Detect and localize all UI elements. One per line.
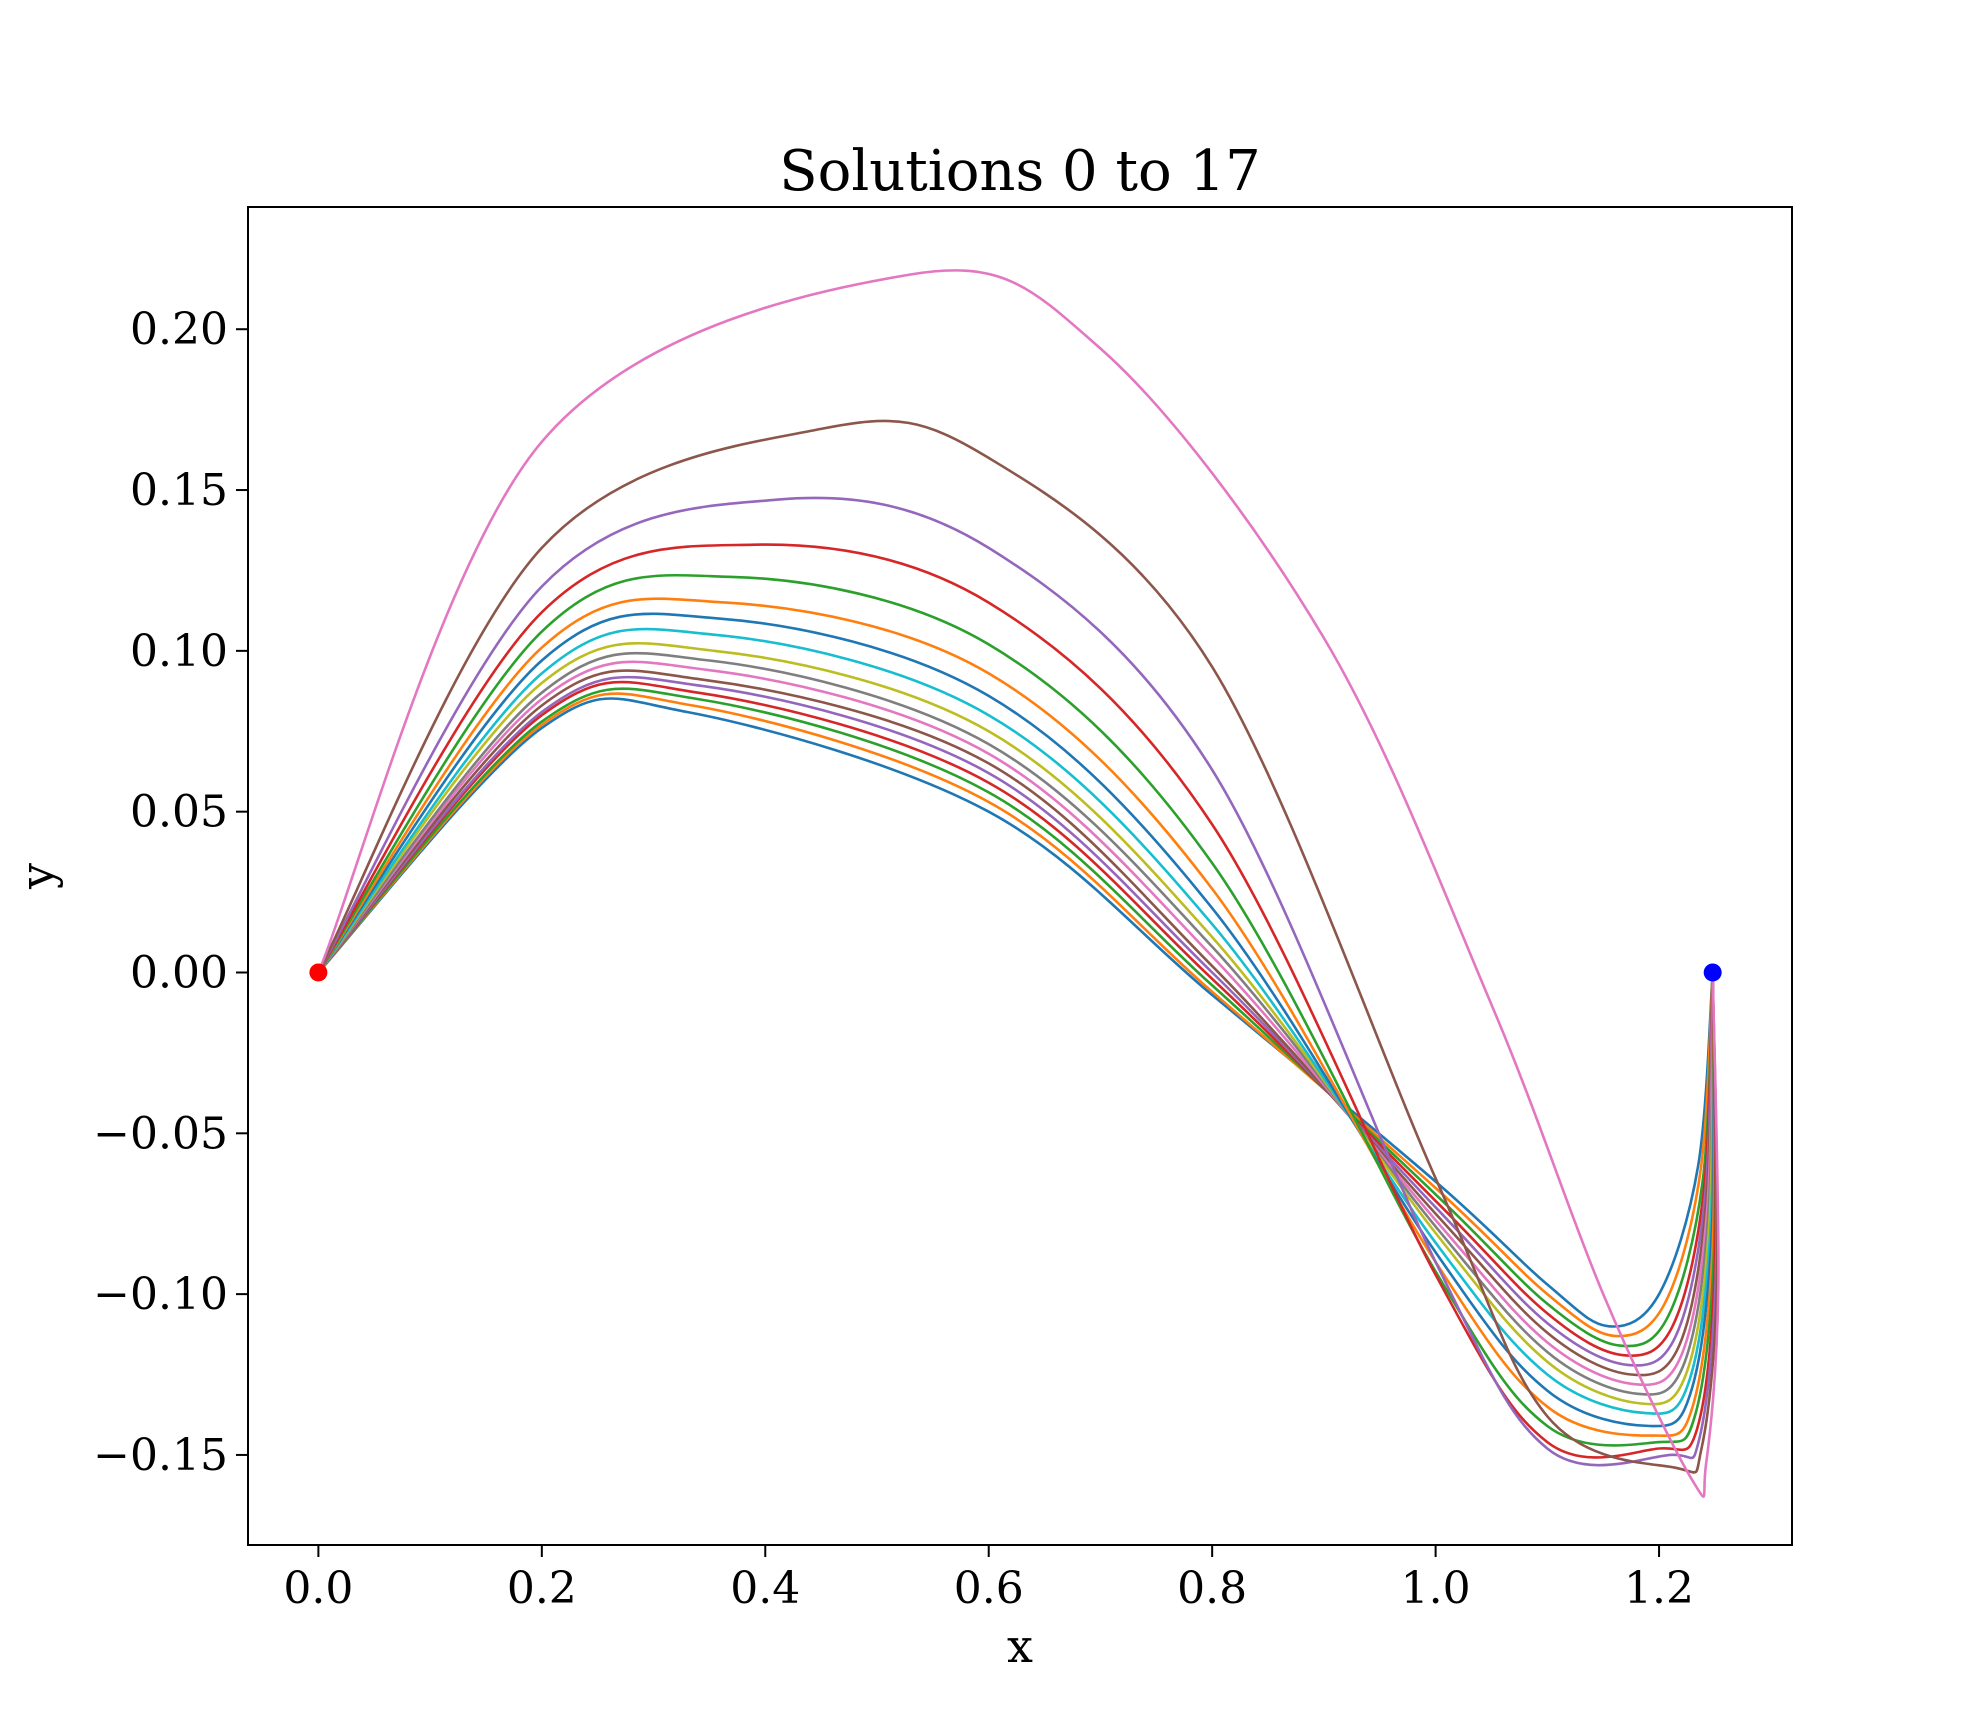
y-tick-label: 0.15 <box>130 465 228 516</box>
solution-curve-5 <box>317 669 1714 1377</box>
solution-curve-1 <box>317 692 1714 1338</box>
chart-title: Solutions 0 to 17 <box>779 139 1261 204</box>
x-tick-label: 0.4 <box>730 1563 800 1614</box>
y-tick-label: −0.15 <box>93 1430 228 1481</box>
solution-curve-6 <box>317 660 1714 1387</box>
solution-curve-2 <box>317 687 1714 1348</box>
y-tick-label: −0.10 <box>93 1269 228 1320</box>
y-tick-label: −0.05 <box>93 1108 228 1159</box>
solution-curve-7 <box>317 651 1714 1396</box>
solution-curve-12 <box>317 573 1717 1447</box>
y-tick-label: 0.10 <box>130 626 228 677</box>
x-axis-label: x <box>1007 1619 1033 1673</box>
end-point-marker <box>1703 963 1722 982</box>
x-tick-label: 0.8 <box>1177 1563 1247 1614</box>
plot-curves <box>317 269 1720 1498</box>
x-tick-label: 1.2 <box>1624 1563 1694 1614</box>
solution-curve-16 <box>317 269 1720 1498</box>
x-axis: 0.0 0.2 0.4 0.6 0.8 1.0 1.2 <box>283 1545 1694 1614</box>
x-tick-label: 0.0 <box>283 1563 353 1614</box>
y-tick-label: 0.00 <box>130 947 228 998</box>
solution-curve-15 <box>317 419 1719 1474</box>
plot-frame <box>247 206 1793 1546</box>
solution-curve-3 <box>317 680 1714 1357</box>
y-axis-label: y <box>10 863 64 890</box>
solution-curve-10 <box>317 612 1715 1428</box>
solution-curve-9 <box>317 627 1715 1415</box>
solution-curve-8 <box>317 641 1714 1406</box>
y-tick-label: 0.05 <box>130 787 228 838</box>
y-axis: −0.15 −0.10 −0.05 0.00 0.05 0.10 0.15 0.20 <box>93 304 248 1481</box>
solution-curve-14 <box>317 496 1718 1467</box>
start-point-marker <box>309 963 328 982</box>
x-tick-label: 0.6 <box>954 1563 1024 1614</box>
solution-curve-13 <box>317 543 1718 1459</box>
y-tick-label: 0.20 <box>130 304 228 355</box>
x-tick-label: 0.2 <box>507 1563 577 1614</box>
x-tick-label: 1.0 <box>1401 1563 1471 1614</box>
solution-curve-11 <box>317 597 1716 1437</box>
solution-curve-4 <box>317 675 1714 1367</box>
plot-markers <box>309 963 1722 982</box>
